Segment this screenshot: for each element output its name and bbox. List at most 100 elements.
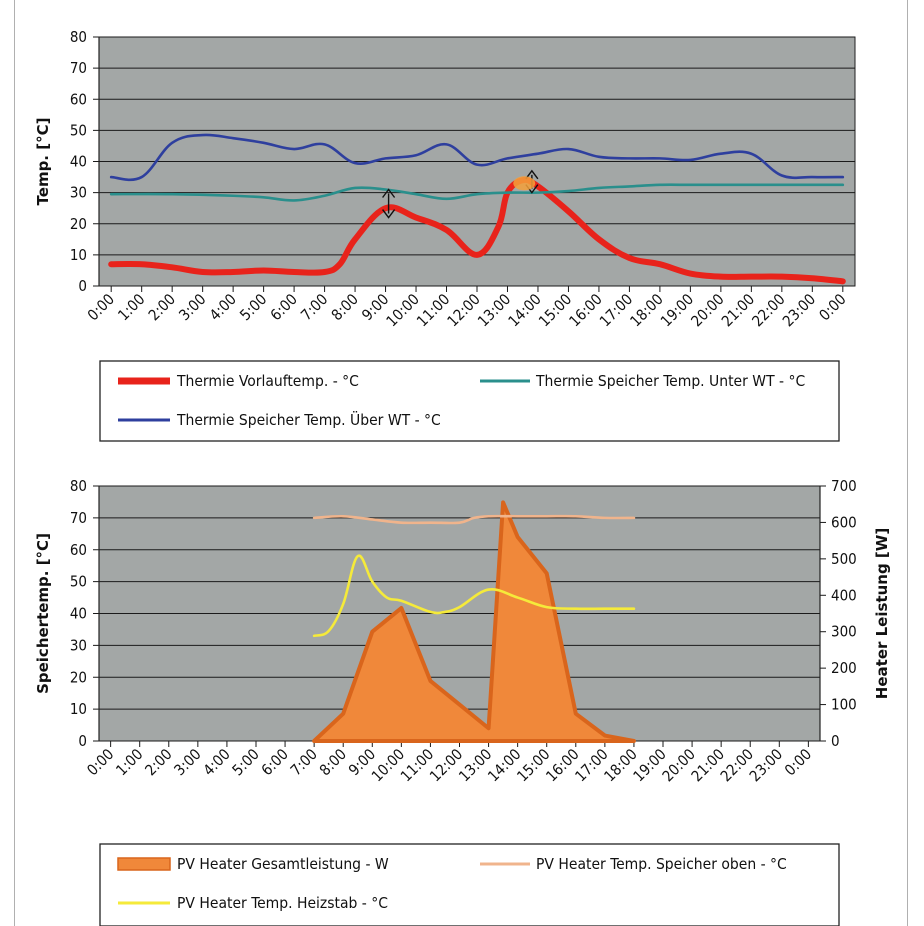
y-tick-label: 50	[70, 573, 87, 591]
legend-label-unter: Thermie Speicher Temp. Unter WT - °C	[535, 372, 805, 390]
series-line-pv-heater-temp-speicher-oben-c	[312, 514, 636, 525]
y-tick-label: 30	[70, 184, 87, 202]
x-tick-label: 11:00	[413, 290, 453, 330]
gridlines-1	[93, 36, 855, 292]
double-arrow-1	[382, 188, 396, 219]
y-tick-label: 80	[70, 477, 87, 495]
series-group-2	[312, 500, 636, 743]
peak-highlight	[513, 176, 536, 191]
y-axis-title-2: Speichertemp. [°C]	[34, 533, 52, 694]
x-tick-labels-2: 0:001:002:003:004:005:006:007:008:009:00…	[83, 745, 815, 785]
x-tick-label: 23:00	[746, 745, 786, 785]
y2-axis-title-2: Heater Leistung [W]	[873, 528, 891, 699]
x-tick-label: 7:00	[287, 745, 321, 779]
x-tick-label: 7:00	[297, 290, 331, 324]
x-tick-label: 12:00	[444, 290, 484, 330]
x-tick-label: 19:00	[630, 745, 670, 785]
x-tick-label: 5:00	[229, 745, 263, 779]
legend-1: Thermie Vorlauftemp. - °C Thermie Speich…	[99, 360, 840, 442]
x-tick-label: 10:00	[368, 745, 408, 785]
series-line-thermie-speicher-temp-unter-wt-c	[109, 183, 845, 202]
x-tick-label: 2:00	[145, 290, 179, 324]
legend-label-ueber: Thermie Speicher Temp. Über WT - °C	[176, 410, 441, 429]
x-tick-label: 16:00	[542, 745, 582, 785]
y-tick-label: 70	[70, 59, 87, 77]
x-tick-label: 3:00	[175, 290, 209, 324]
x-tick-label: 16:00	[566, 290, 606, 330]
x-tick-label: 14:00	[484, 745, 524, 785]
x-tick-label: 3:00	[171, 745, 205, 779]
x-tick-label: 17:00	[571, 745, 611, 785]
x-tick-label: 22:00	[748, 290, 788, 330]
y-tick-label: 10	[70, 246, 87, 264]
legend-label-vorlauf: Thermie Vorlauftemp. - °C	[176, 372, 359, 390]
series-line-thermie-vorlauftemp-c	[108, 176, 846, 285]
x-tick-label: 13:00	[474, 290, 514, 330]
x-tick-label: 1:00	[114, 290, 148, 324]
y-tick-label: 40	[70, 153, 87, 171]
series-line-thermie-speicher-temp-ber-wt-c	[109, 133, 845, 182]
y-tick-label: 20	[70, 215, 87, 233]
y-tick-label: 10	[70, 700, 87, 718]
figure-frame	[14, 0, 908, 926]
y2-tick-label: 600	[831, 513, 857, 531]
x-tick-label: 18:00	[627, 290, 667, 330]
x-tick-label: 6:00	[267, 290, 301, 324]
y-tick-label: 60	[70, 90, 87, 108]
series-area-pv-heater-gesamtleistung-w	[312, 500, 636, 743]
x-tick-label: 0:00	[83, 745, 117, 779]
x-tick-label: 0:00	[84, 290, 118, 324]
y2-tick-label: 200	[831, 659, 857, 677]
legend-label-oben: PV Heater Temp. Speicher oben - °C	[536, 855, 787, 873]
y2-tick-label: 300	[831, 623, 857, 641]
y2-tick-label: 0	[831, 732, 840, 750]
x-tick-label: 0:00	[781, 745, 815, 779]
y2-tick-label: 700	[831, 477, 857, 495]
legend-label-gesamt: PV Heater Gesamtleistung - W	[177, 855, 389, 873]
x-tick-label: 5:00	[236, 290, 270, 324]
x-tick-label: 22:00	[717, 745, 757, 785]
y2-tick-label: 500	[831, 550, 857, 568]
x-tick-label: 8:00	[328, 290, 362, 324]
y-axis-title-1: Temp. [°C]	[34, 118, 52, 206]
x-tick-label: 21:00	[688, 745, 728, 785]
y2-tick-labels-2: 0 100 200 300 400 500 600 700	[831, 477, 857, 750]
y-tick-label: 60	[70, 541, 87, 559]
x-tick-label: 20:00	[659, 745, 699, 785]
x-tick-label: 10:00	[383, 290, 423, 330]
series-line-pv-heater-temp-heizstab-c	[312, 554, 636, 638]
y-tick-label: 0	[78, 277, 87, 295]
x-tick-label: 6:00	[258, 745, 292, 779]
x-tick-label: 21:00	[718, 290, 758, 330]
x-tick-label: 12:00	[426, 745, 466, 785]
x-tick-label: 14:00	[505, 290, 545, 330]
x-tick-label: 8:00	[316, 745, 350, 779]
legend-2-box	[99, 843, 840, 926]
y-tick-label: 20	[70, 668, 87, 686]
x-tick-label: 15:00	[535, 290, 575, 330]
x-tick-label: 4:00	[200, 745, 234, 779]
legend-swatch-gesamt	[117, 857, 171, 871]
x-tick-label: 13:00	[455, 745, 495, 785]
y-tick-label: 0	[78, 732, 87, 750]
x-tick-label: 4:00	[206, 290, 240, 324]
x-tick-label: 17:00	[596, 290, 636, 330]
y2-tick-label: 100	[831, 696, 857, 714]
x-tick-label: 15:00	[513, 745, 553, 785]
y-tick-label: 80	[70, 28, 87, 46]
x-tick-label: 19:00	[657, 290, 697, 330]
x-tick-label: 11:00	[397, 745, 437, 785]
chart-2: 0 10 20 30 40 50 60 70 80 0 100 200 300 400 500 600 700…	[34, 477, 891, 785]
legend-2: PV Heater Gesamtleistung - W PV Heater T…	[99, 843, 840, 926]
x-tick-label: 0:00	[815, 290, 849, 324]
y-tick-label: 30	[70, 636, 87, 654]
x-tick-labels-1: 0:001:002:003:004:005:006:007:008:009:00…	[84, 290, 850, 330]
x-tick-label: 23:00	[779, 290, 819, 330]
y-tick-label: 70	[70, 509, 87, 527]
x-tick-label: 20:00	[687, 290, 727, 330]
legend-label-heizstab: PV Heater Temp. Heizstab - °C	[177, 894, 388, 912]
y-tick-labels-1: 0 10 20 30 40 50 60 70 80	[70, 28, 87, 295]
legend-1-box	[99, 360, 840, 442]
